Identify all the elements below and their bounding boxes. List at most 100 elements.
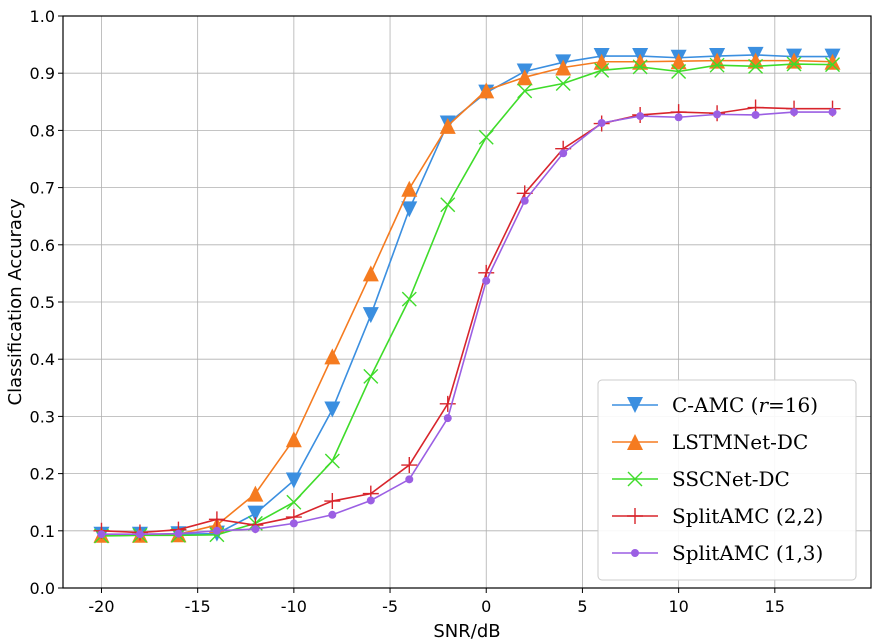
data-point	[440, 197, 456, 213]
y-axis-label: Classification Accuracy	[5, 198, 26, 405]
data-point	[594, 62, 610, 78]
y-tick-label: 0.9	[30, 64, 55, 83]
data-point	[559, 149, 568, 158]
data-point	[324, 401, 341, 418]
legend-item: SSCNet-DC	[612, 467, 790, 491]
legend-label: SSCNet-DC	[672, 467, 790, 491]
data-point	[516, 69, 533, 86]
data-point	[825, 57, 841, 73]
data-point	[289, 519, 298, 528]
y-tick-label: 0.8	[30, 121, 55, 140]
data-point	[555, 76, 571, 91]
data-point	[632, 53, 649, 70]
x-tick-label: 15	[765, 597, 785, 616]
x-tick-label: -15	[185, 597, 211, 616]
data-point	[362, 307, 379, 324]
legend-marker	[631, 549, 639, 557]
data-point	[670, 53, 687, 70]
data-point	[828, 108, 837, 117]
data-point	[401, 201, 418, 218]
legend-label: C-AMC (r=16)	[672, 393, 818, 417]
data-point	[709, 57, 725, 73]
data-point	[212, 526, 221, 535]
y-tick-label: 0.6	[30, 236, 55, 255]
grid	[63, 15, 871, 589]
legend-marker	[627, 434, 643, 450]
data-point	[713, 110, 722, 119]
y-tick-label: 0.5	[30, 293, 55, 312]
legend-item: SplitAMC (1,3)	[612, 541, 823, 565]
data-point	[366, 496, 375, 505]
legend-marker	[627, 397, 643, 413]
data-point	[597, 118, 606, 127]
data-point	[478, 82, 495, 99]
y-tick-label: 0.4	[30, 350, 55, 369]
data-point	[555, 59, 572, 76]
data-point	[247, 505, 264, 522]
x-tick-label: -10	[281, 597, 307, 616]
data-point	[401, 180, 418, 197]
data-point	[786, 56, 802, 72]
data-point	[208, 511, 225, 528]
data-point	[285, 431, 302, 448]
data-point	[443, 414, 452, 423]
legend-label: LSTMNet-DC	[672, 430, 808, 454]
y-tick-label: 0.2	[30, 465, 55, 484]
data-point	[135, 530, 144, 539]
data-point	[251, 525, 260, 534]
legend: C-AMC (r=16) LSTMNet-DC SSCNet-DC SplitAMC …	[597, 379, 857, 581]
data-point	[520, 196, 529, 205]
x-tick-label: 0	[481, 597, 491, 616]
legend-label: SplitAMC (2,2)	[672, 504, 823, 528]
data-point	[405, 475, 414, 484]
y-tick-label: 0.3	[30, 407, 55, 426]
legend-item: SplitAMC (2,2)	[612, 504, 823, 528]
y-tick-label: 1.0	[30, 7, 55, 26]
x-axis: -20 -15 -10 -5 0 5 10 15	[88, 588, 785, 616]
data-point	[324, 453, 340, 469]
legend-box	[597, 379, 857, 581]
y-tick-label: 0.1	[30, 522, 55, 541]
data-point	[439, 395, 456, 412]
data-point	[751, 110, 760, 119]
x-tick-label: 10	[668, 597, 688, 616]
data-point	[285, 472, 302, 489]
series-line	[101, 111, 833, 536]
data-point	[632, 59, 648, 75]
data-point	[324, 493, 341, 510]
data-point	[174, 529, 183, 538]
data-point	[674, 113, 683, 122]
data-point	[247, 485, 264, 502]
data-point	[748, 58, 764, 74]
data-point	[482, 276, 491, 285]
x-tick-label: -20	[88, 597, 114, 616]
x-axis-label: SNR/dB	[433, 621, 500, 642]
data-point	[636, 112, 645, 121]
data-point	[97, 530, 106, 539]
data-point	[363, 368, 379, 384]
data-point	[328, 510, 337, 519]
data-point	[401, 291, 417, 307]
data-point	[790, 108, 799, 117]
x-tick-label: 5	[577, 597, 587, 616]
data-point	[747, 52, 764, 69]
data-point	[286, 494, 302, 510]
data-point	[324, 348, 341, 365]
legend-item: C-AMC (r=16)	[612, 393, 818, 417]
data-point	[401, 457, 418, 474]
y-tick-label: 0.0	[30, 579, 55, 598]
series-4	[97, 108, 837, 539]
series-2	[93, 56, 841, 544]
series-lines	[93, 46, 841, 544]
legend-marker	[627, 508, 643, 524]
data-point	[362, 265, 379, 282]
legend-item: LSTMNet-DC	[612, 430, 808, 454]
y-tick-label: 0.7	[30, 179, 55, 198]
legend-label: SplitAMC (1,3)	[672, 541, 823, 565]
series-line	[101, 63, 833, 537]
data-point	[671, 63, 687, 79]
y-axis: 0.0 0.1 0.2 0.3 0.4 0.5 0.6 0.7 0.8 0.9 1.0	[30, 7, 63, 598]
x-tick-label: -5	[382, 597, 398, 616]
data-point	[824, 53, 841, 70]
